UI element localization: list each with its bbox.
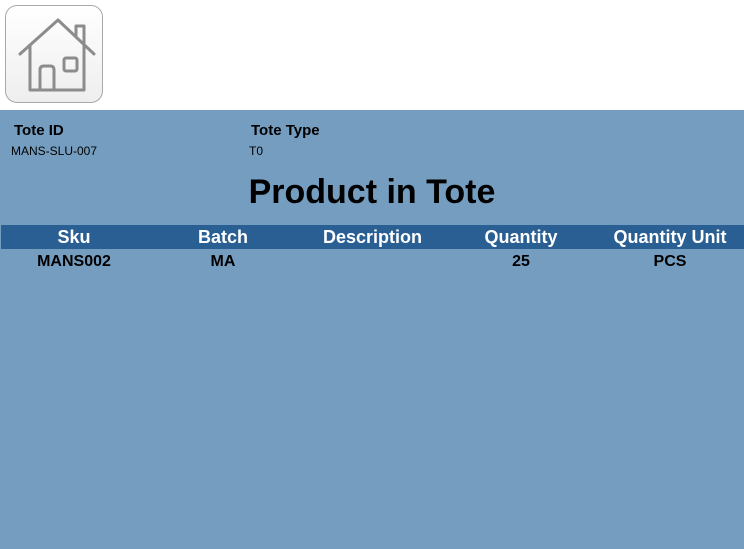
tote-type-label: Tote Type [251,122,320,139]
cell-batch: MA [210,253,236,270]
tote-id-label: Tote ID [14,122,64,139]
column-header-batch[interactable]: Batch [147,225,299,249]
column-header-quantity-unit[interactable]: Quantity Unit [596,225,744,249]
home-button[interactable] [5,5,103,103]
cell-quantity-unit: PCS [653,253,687,270]
column-header-sku[interactable]: Sku [1,225,147,249]
cell-quantity: 25 [512,253,530,270]
tote-id-value: MANS-SLU-007 [11,144,98,158]
page-title: Product in Tote [248,173,496,211]
main-panel: Tote ID MANS-SLU-007 Tote Type T0 Produc… [0,110,744,549]
home-icon [18,18,96,92]
cell-sku: MANS002 [37,253,111,270]
column-header-description[interactable]: Description [299,225,446,249]
column-header-quantity[interactable]: Quantity [446,225,596,249]
table-row[interactable]: MANS002 MA 25 PCS [1,249,744,275]
cell-description [299,249,446,275]
products-table: Sku Batch Description Quantity Quantity … [1,225,744,275]
top-bar [0,0,744,110]
tote-type-value: T0 [249,144,264,158]
table-header-row: Sku Batch Description Quantity Quantity … [1,225,744,249]
